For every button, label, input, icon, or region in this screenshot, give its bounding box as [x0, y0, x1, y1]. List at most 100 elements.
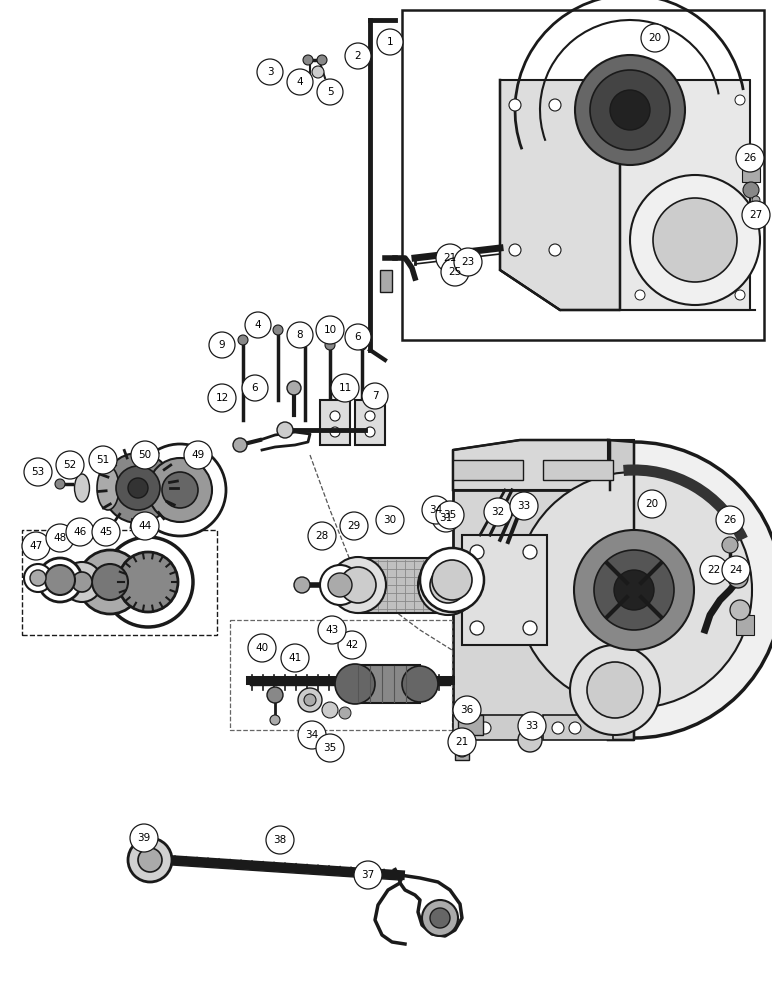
- Text: 31: 31: [439, 513, 452, 523]
- Circle shape: [331, 374, 359, 402]
- Circle shape: [24, 458, 52, 486]
- Circle shape: [148, 458, 212, 522]
- Text: 2: 2: [354, 51, 361, 61]
- Bar: [455, 738, 469, 760]
- Text: 50: 50: [138, 450, 151, 460]
- Text: 44: 44: [138, 521, 151, 531]
- Circle shape: [238, 335, 248, 345]
- Circle shape: [233, 438, 247, 452]
- Circle shape: [281, 644, 309, 672]
- Circle shape: [436, 501, 464, 529]
- Bar: [620, 80, 750, 310]
- Bar: [453, 715, 523, 740]
- Circle shape: [722, 537, 738, 553]
- Text: 26: 26: [723, 515, 736, 525]
- Bar: [742, 168, 760, 182]
- Circle shape: [300, 335, 310, 345]
- Text: 12: 12: [215, 393, 229, 403]
- Text: 20: 20: [648, 33, 662, 43]
- Circle shape: [46, 524, 74, 552]
- Circle shape: [248, 634, 276, 662]
- Bar: [458, 715, 483, 735]
- Circle shape: [328, 573, 352, 597]
- Circle shape: [162, 472, 198, 508]
- Circle shape: [298, 688, 322, 712]
- Circle shape: [340, 567, 376, 603]
- Circle shape: [303, 55, 313, 65]
- Circle shape: [184, 441, 212, 469]
- Circle shape: [245, 312, 271, 338]
- Polygon shape: [453, 440, 610, 490]
- Circle shape: [103, 537, 193, 627]
- Circle shape: [345, 324, 371, 350]
- Circle shape: [30, 570, 46, 586]
- Bar: [462, 535, 547, 645]
- Text: 38: 38: [273, 835, 286, 845]
- Circle shape: [89, 446, 117, 474]
- Circle shape: [516, 472, 752, 708]
- Circle shape: [287, 322, 313, 348]
- Circle shape: [257, 59, 283, 85]
- Circle shape: [635, 290, 645, 300]
- Bar: [355, 665, 420, 703]
- Text: 30: 30: [384, 515, 397, 525]
- Circle shape: [357, 340, 367, 350]
- Circle shape: [335, 664, 375, 704]
- Text: 45: 45: [100, 527, 113, 537]
- Circle shape: [510, 492, 538, 520]
- Circle shape: [55, 479, 65, 489]
- Circle shape: [716, 506, 744, 534]
- Circle shape: [287, 381, 301, 395]
- Circle shape: [277, 422, 293, 438]
- Circle shape: [38, 558, 82, 602]
- Bar: [320, 400, 350, 445]
- Text: 3: 3: [266, 67, 273, 77]
- Circle shape: [641, 24, 669, 52]
- Circle shape: [340, 512, 368, 540]
- Bar: [453, 490, 608, 720]
- Circle shape: [722, 556, 750, 584]
- Circle shape: [587, 662, 643, 718]
- Circle shape: [56, 451, 84, 479]
- Circle shape: [486, 442, 772, 738]
- Circle shape: [322, 702, 338, 718]
- Circle shape: [377, 29, 403, 55]
- Circle shape: [638, 490, 666, 518]
- Circle shape: [549, 244, 561, 256]
- Circle shape: [455, 743, 469, 757]
- Circle shape: [614, 570, 654, 610]
- Circle shape: [728, 568, 748, 588]
- Text: 46: 46: [73, 527, 86, 537]
- Circle shape: [134, 444, 226, 536]
- Circle shape: [131, 512, 159, 540]
- Bar: [402, 10, 764, 340]
- Circle shape: [330, 411, 340, 421]
- Circle shape: [339, 707, 351, 719]
- Circle shape: [574, 530, 694, 650]
- Circle shape: [509, 99, 521, 111]
- Circle shape: [470, 621, 484, 635]
- Circle shape: [570, 645, 660, 735]
- Circle shape: [317, 79, 343, 105]
- Text: 42: 42: [345, 640, 359, 650]
- Circle shape: [330, 557, 386, 613]
- Circle shape: [418, 555, 478, 615]
- Circle shape: [242, 375, 268, 401]
- Text: 6: 6: [252, 383, 259, 393]
- Text: 34: 34: [306, 730, 319, 740]
- Circle shape: [523, 545, 537, 559]
- Circle shape: [635, 95, 645, 105]
- Circle shape: [523, 621, 537, 635]
- Circle shape: [72, 572, 92, 592]
- Circle shape: [338, 631, 366, 659]
- Text: 39: 39: [137, 833, 151, 843]
- Circle shape: [22, 532, 50, 560]
- Circle shape: [575, 55, 685, 165]
- Text: 5: 5: [327, 87, 334, 97]
- Circle shape: [430, 567, 466, 603]
- Text: 49: 49: [191, 450, 205, 460]
- Circle shape: [273, 325, 283, 335]
- Circle shape: [320, 565, 360, 605]
- Circle shape: [436, 244, 464, 272]
- Circle shape: [78, 550, 142, 614]
